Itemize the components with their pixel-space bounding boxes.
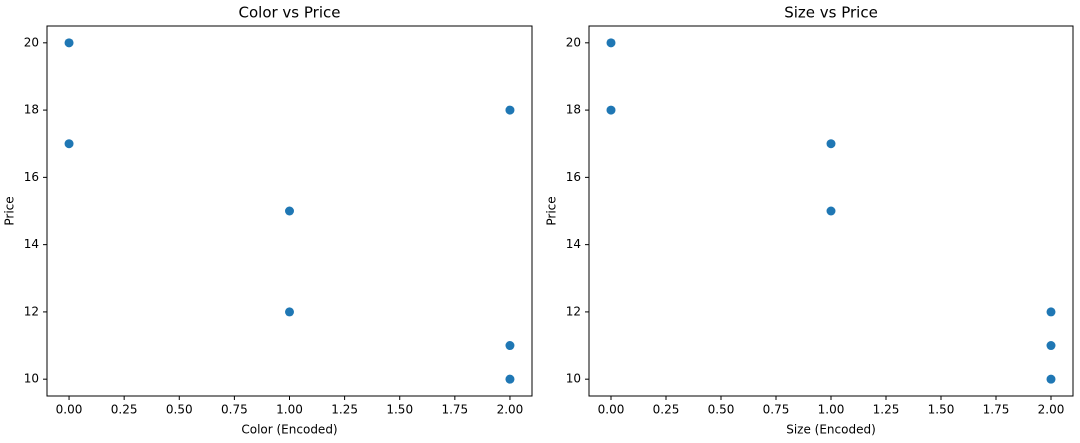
chart-title: Size vs Price [784, 4, 878, 22]
point [505, 374, 515, 384]
x-tick-label: 1.25 [873, 403, 900, 417]
x-tick-label: 1.25 [331, 403, 358, 417]
x-tick-label: 1.75 [983, 403, 1010, 417]
x-tick-label: 1.75 [441, 403, 468, 417]
x-tick-label: 0.00 [56, 403, 83, 417]
x-tick-label: 1.50 [928, 403, 955, 417]
y-tick-label: 16 [566, 170, 581, 184]
x-tick-label: 0.75 [763, 403, 790, 417]
x-axis-label: Size (Encoded) [786, 423, 876, 437]
point [64, 38, 74, 48]
x-tick-label: 0.75 [221, 403, 248, 417]
point [1046, 374, 1056, 384]
x-tick-label: 2.00 [497, 403, 524, 417]
y-tick-label: 12 [24, 304, 39, 318]
y-axis-label: Price [3, 196, 17, 225]
y-tick-label: 20 [566, 35, 581, 49]
x-tick-label: 0.25 [111, 403, 138, 417]
point [606, 38, 616, 48]
x-tick-label: 0.50 [708, 403, 735, 417]
x-tick-label: 2.00 [1038, 403, 1065, 417]
point [1046, 307, 1056, 317]
x-tick-label: 1.00 [818, 403, 845, 417]
y-tick-label: 12 [566, 304, 581, 318]
point [826, 139, 836, 149]
point [606, 105, 616, 115]
x-tick-label: 0.00 [598, 403, 625, 417]
x-tick-label: 0.50 [166, 403, 193, 417]
plot-frame [46, 25, 533, 397]
y-tick-label: 16 [24, 170, 39, 184]
y-tick-label: 18 [24, 103, 39, 117]
plot-frame [588, 25, 1074, 397]
chart-title: Color vs Price [239, 4, 341, 22]
x-tick-label: 1.50 [386, 403, 413, 417]
point [1046, 341, 1056, 351]
x-tick-label: 1.00 [276, 403, 303, 417]
y-tick-label: 14 [566, 237, 581, 251]
point [826, 206, 836, 216]
y-tick-label: 20 [24, 35, 39, 49]
point [285, 307, 294, 317]
point [285, 206, 294, 216]
x-axis-label: Color (Encoded) [241, 423, 337, 437]
y-tick-label: 14 [24, 237, 39, 251]
y-axis-label: Price [545, 196, 559, 225]
x-tick-label: 0.25 [653, 403, 680, 417]
point [505, 341, 515, 351]
point [64, 139, 74, 149]
y-tick-label: 18 [566, 103, 581, 117]
y-tick-label: 10 [566, 372, 581, 386]
y-tick-label: 10 [24, 372, 39, 386]
point [505, 105, 515, 115]
